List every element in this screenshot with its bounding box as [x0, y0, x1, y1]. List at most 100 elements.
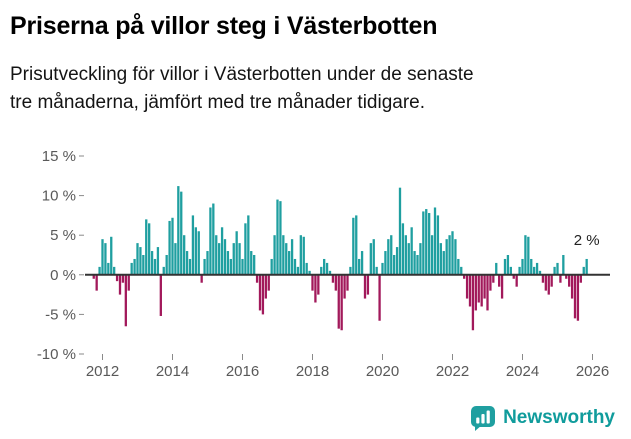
bar — [395, 247, 399, 275]
bar — [468, 274, 472, 307]
x-axis-label: 2012 — [86, 363, 119, 380]
bar — [197, 231, 200, 275]
bar — [323, 258, 326, 275]
y-axis-label: -10 % — [37, 346, 76, 363]
bar — [92, 274, 95, 279]
bar — [521, 258, 524, 275]
bar — [101, 239, 104, 275]
bar — [492, 274, 495, 283]
bar — [498, 274, 501, 287]
bar — [218, 243, 221, 275]
bar — [535, 262, 539, 275]
bar — [541, 274, 545, 283]
bar — [553, 266, 556, 275]
bar — [331, 274, 335, 283]
bar — [556, 262, 559, 275]
bar — [267, 274, 270, 291]
bar — [95, 274, 98, 291]
bar — [250, 251, 253, 275]
y-axis-label: 10 % — [42, 188, 76, 205]
bar — [223, 239, 227, 275]
bar — [489, 274, 492, 291]
bar — [366, 274, 370, 295]
bar — [474, 274, 477, 311]
bar — [317, 274, 320, 295]
bar — [241, 258, 244, 275]
bar — [416, 255, 419, 275]
annotation-label: 2 % — [574, 232, 600, 249]
bar — [355, 215, 358, 275]
bar — [579, 274, 582, 283]
bar — [527, 236, 530, 275]
bar — [337, 274, 340, 329]
bar — [139, 247, 142, 275]
bar — [305, 262, 308, 275]
bar — [156, 247, 160, 275]
bar — [296, 266, 300, 275]
bar — [515, 274, 518, 287]
bar — [290, 239, 294, 275]
bar — [279, 201, 282, 275]
bar — [369, 243, 372, 275]
bar — [425, 209, 428, 275]
bar — [465, 274, 469, 299]
bar — [159, 274, 162, 316]
x-axis-label: 2026 — [576, 363, 609, 380]
bar — [442, 251, 445, 275]
bar — [136, 243, 139, 275]
bar — [509, 266, 512, 275]
bar — [98, 266, 101, 275]
bar — [582, 266, 585, 275]
bar — [518, 266, 521, 275]
y-axis-label: 5 % — [50, 227, 76, 244]
bar — [562, 255, 565, 275]
bar — [530, 258, 533, 275]
bar — [352, 217, 355, 275]
bar — [506, 255, 510, 275]
y-axis-label: -5 % — [45, 306, 76, 323]
bar — [503, 258, 507, 275]
bar — [110, 236, 113, 275]
bar — [576, 274, 580, 321]
newsworthy-logo: Newsworthy — [470, 405, 615, 431]
bar — [209, 207, 212, 275]
bar — [185, 251, 189, 275]
x-axis-label: 2024 — [506, 363, 539, 380]
bar — [311, 274, 314, 291]
bar — [244, 223, 247, 275]
bar — [419, 243, 422, 275]
bar — [200, 274, 203, 283]
bar — [215, 235, 218, 275]
bar — [436, 215, 440, 275]
x-axis-label: 2014 — [156, 363, 189, 380]
bar — [568, 274, 571, 287]
bar — [127, 274, 130, 291]
bar — [293, 258, 297, 275]
bar — [360, 251, 364, 275]
bar — [454, 239, 457, 275]
x-axis-label: 2022 — [436, 363, 469, 380]
bar — [573, 274, 577, 319]
bar — [559, 274, 562, 283]
bar — [264, 274, 267, 299]
bar — [448, 235, 451, 275]
bar — [148, 223, 151, 275]
bar — [430, 235, 434, 275]
bar — [375, 266, 378, 275]
bar — [349, 266, 352, 275]
bar — [401, 223, 405, 275]
bar — [276, 199, 279, 275]
bar — [142, 255, 145, 275]
bar — [544, 274, 547, 291]
bar — [107, 262, 110, 275]
bar — [372, 239, 375, 275]
bar — [171, 217, 174, 275]
bar — [358, 258, 361, 275]
x-axis-label: 2016 — [226, 363, 259, 380]
bar — [235, 231, 238, 275]
bar — [524, 235, 527, 275]
price-chart: 15 % 10 % 5 % 0 % -5 % -10 % 2012 2014 2016 2018 2… — [37, 148, 610, 380]
bar — [145, 219, 148, 275]
bar — [180, 191, 183, 275]
bar — [471, 274, 475, 331]
